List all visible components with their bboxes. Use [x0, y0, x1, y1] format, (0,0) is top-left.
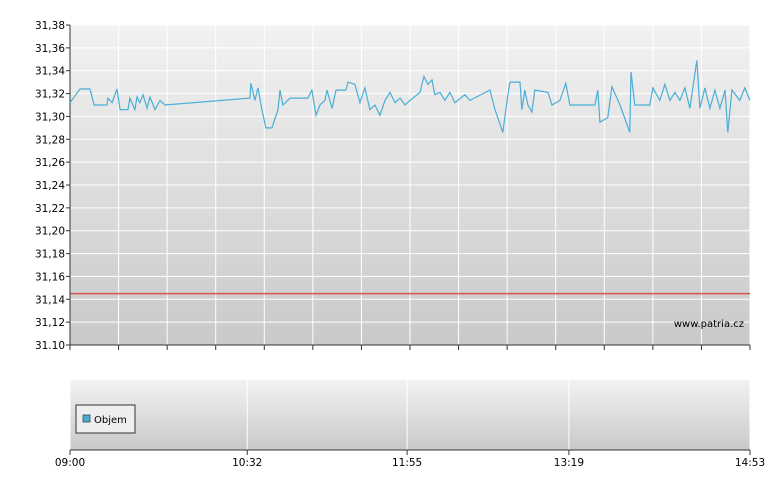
y-tick-label: 31,14	[35, 294, 65, 306]
x-tick-label: 13:19	[554, 457, 584, 469]
y-tick-label: 31,28	[35, 134, 65, 146]
y-tick-label: 31.10	[35, 340, 65, 352]
x-tick-label: 10:32	[232, 457, 262, 469]
y-tick-label: 31,34	[35, 66, 65, 78]
x-tick-label: 14:53	[735, 457, 765, 469]
watermark: www.patria.cz	[674, 319, 744, 330]
y-tick-label: 31,26	[35, 157, 65, 169]
y-tick-label: 31,38	[35, 20, 65, 32]
price-line	[69, 60, 751, 133]
y-tick-label: 31,16	[35, 271, 65, 283]
y-tick-label: 31,22	[35, 203, 65, 215]
legend-swatch	[82, 414, 91, 423]
x-tick-label: 09:00	[55, 457, 85, 469]
y-tick-label: 31,18	[35, 249, 65, 261]
y-tick-label: 31,32	[35, 89, 65, 101]
y-tick-label: 31,12	[35, 317, 65, 329]
legend-label: Objem	[94, 415, 127, 426]
volume-background	[70, 380, 750, 450]
y-tick-label: 31,20	[35, 226, 65, 238]
y-tick-label: 31,30	[35, 111, 65, 123]
x-tick-label: 11:55	[392, 457, 422, 469]
y-tick-label: 31,36	[35, 43, 65, 55]
y-tick-label: 31,24	[35, 180, 65, 192]
